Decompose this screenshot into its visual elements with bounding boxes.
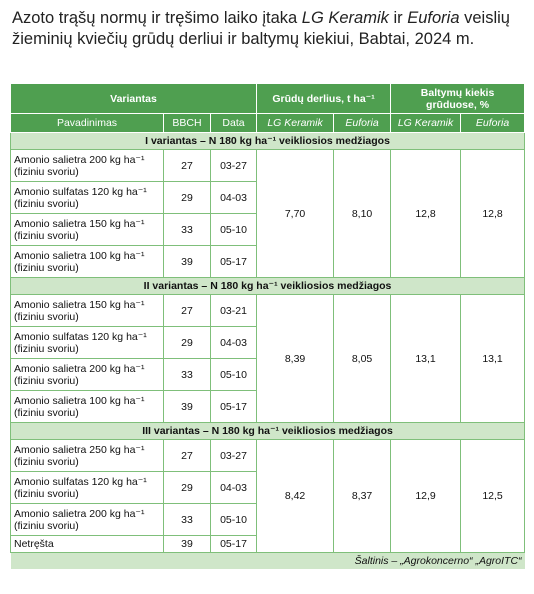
- cell-date: 05-17: [209, 245, 258, 278]
- title-part: veislių žieminių kviečių grūdų derliui i…: [12, 9, 510, 48]
- table-row: Amonio salietra 200 kg ha⁻¹ (fiziniu svo…: [10, 149, 526, 278]
- cell-value: 8,05: [333, 294, 392, 423]
- table-row: Amonio sulfatas 120 kg ha⁻¹ (fiziniu svo…: [10, 181, 525, 214]
- cell-bbch: 39: [163, 390, 211, 423]
- cell-value: 12,8: [390, 149, 462, 278]
- cell-bbch: 27: [163, 149, 211, 182]
- table-row: Amonio salietra 150 kg ha⁻¹ (fiziniu svo…: [10, 294, 526, 423]
- cell-date: 04-03: [209, 326, 258, 359]
- cell-name: Amonio sulfatas 120 kg ha⁻¹ (fiziniu svo…: [10, 471, 164, 504]
- cell-bbch: 27: [163, 439, 211, 472]
- table-row: Netręšta 39 05-17: [10, 535, 525, 553]
- header-cell: Grūdų derlius, t ha⁻¹: [256, 83, 392, 114]
- header-cell: LG Keramik: [256, 113, 335, 133]
- header-cell: Variantas: [9, 83, 258, 114]
- table-row: Amonio salietra 150 kg ha⁻¹ (fiziniu svo…: [10, 213, 525, 246]
- title-part: ir: [388, 9, 408, 27]
- header-cell: LG Keramik: [390, 113, 462, 133]
- cell-name: Amonio sulfatas 120 kg ha⁻¹ (fiziniu svo…: [10, 326, 164, 359]
- cell-value: 13,1: [460, 294, 526, 423]
- cell-name: Amonio salietra 150 kg ha⁻¹ (fiziniu svo…: [10, 213, 164, 246]
- cell-name: Amonio salietra 100 kg ha⁻¹ (fiziniu svo…: [10, 390, 164, 423]
- cell-value: 8,39: [256, 294, 335, 423]
- cell-date: 05-10: [209, 503, 258, 536]
- cell-value: 13,1: [390, 294, 462, 423]
- header-cell: Pavadinimas: [10, 113, 164, 133]
- cell-value: 8,42: [256, 439, 335, 553]
- table-row: Amonio salietra 200 kg ha⁻¹ (fiziniu svo…: [10, 358, 525, 391]
- cell-name: Amonio salietra 250 kg ha⁻¹ (fiziniu svo…: [10, 439, 164, 472]
- cell-date: 04-03: [209, 181, 258, 214]
- cell-bbch: 33: [163, 358, 211, 391]
- header-cell: Euforia: [460, 113, 526, 133]
- cell-value: 12,9: [390, 439, 462, 553]
- cell-name: Amonio salietra 200 kg ha⁻¹ (fiziniu svo…: [10, 358, 164, 391]
- header-cell: Data: [209, 113, 258, 133]
- cell-value: 12,8: [460, 149, 526, 278]
- group-row: II variantas – N 180 kg ha⁻¹ veikliosios…: [9, 277, 526, 295]
- cell-name: Amonio salietra 150 kg ha⁻¹ (fiziniu svo…: [10, 294, 164, 327]
- group-row: III variantas – N 180 kg ha⁻¹ veikliosio…: [9, 422, 526, 440]
- header-cell: Euforia: [333, 113, 392, 133]
- table-row: Amonio sulfatas 120 kg ha⁻¹ (fiziniu svo…: [10, 326, 525, 359]
- cell-value: 8,37: [333, 439, 392, 553]
- header-cell: Baltymų kiekis grūduose, %: [390, 83, 526, 114]
- table-row: Amonio salietra 100 kg ha⁻¹ (fiziniu svo…: [10, 390, 525, 423]
- header-cell: BBCH: [163, 113, 211, 133]
- group-title: III variantas – N 180 kg ha⁻¹ veikliosio…: [9, 422, 526, 440]
- cell-value: 7,70: [256, 149, 335, 278]
- cell-name: Netręšta: [10, 535, 164, 553]
- source-row: Šaltinis – „Agrokoncerno“ „AgroITC“: [10, 552, 525, 569]
- cell-name: Amonio salietra 200 kg ha⁻¹ (fiziniu svo…: [10, 149, 164, 182]
- cell-bbch: 39: [163, 535, 211, 553]
- cell-bbch: 29: [163, 326, 211, 359]
- cell-bbch: 39: [163, 245, 211, 278]
- cell-name: Amonio salietra 100 kg ha⁻¹ (fiziniu svo…: [10, 245, 164, 278]
- cell-bbch: 27: [163, 294, 211, 327]
- cell-date: 05-17: [209, 535, 258, 553]
- cell-value: 12,5: [460, 439, 526, 553]
- cell-date: 03-27: [209, 149, 258, 182]
- source: Šaltinis – „Agrokoncerno“ „AgroITC“: [10, 552, 525, 569]
- cell-date: 05-10: [209, 213, 258, 246]
- header-row: Variantas Grūdų derlius, t ha⁻¹ Baltymų ki…: [9, 83, 526, 114]
- cell-value: 8,10: [333, 149, 392, 278]
- cell-bbch: 33: [163, 213, 211, 246]
- cell-name: Amonio sulfatas 120 kg ha⁻¹ (fiziniu svo…: [10, 181, 164, 214]
- group-title: II variantas – N 180 kg ha⁻¹ veikliosios…: [9, 277, 526, 295]
- cell-date: 03-21: [209, 294, 258, 327]
- group-row: I variantas – N 180 kg ha⁻¹ veikliosios …: [9, 132, 526, 150]
- data-table: Variantas Grūdų derlius, t ha⁻¹ Baltymų ki…: [9, 83, 526, 569]
- table-row: Amonio sulfatas 120 kg ha⁻¹ (fiziniu svo…: [10, 471, 525, 504]
- cell-bbch: 29: [163, 181, 211, 214]
- table-row: Amonio salietra 250 kg ha⁻¹ (fiziniu svo…: [10, 439, 526, 553]
- cell-date: 04-03: [209, 471, 258, 504]
- cell-bbch: 29: [163, 471, 211, 504]
- cell-name: Amonio salietra 200 kg ha⁻¹ (fiziniu svo…: [10, 503, 164, 536]
- header-row: Pavadinimas BBCH Data LG Keramik Euforia LG K…: [10, 113, 526, 133]
- title-part: Azoto trąšų normų ir tręšimo laiko įtaka: [12, 9, 302, 27]
- title-part: Euforia: [407, 9, 460, 27]
- cell-date: 03-27: [209, 439, 258, 472]
- title: Azoto trąšų normų ir tręšimo laiko įtaka…: [12, 8, 512, 50]
- group-title: I variantas – N 180 kg ha⁻¹ veikliosios …: [9, 132, 526, 150]
- title-part: LG Keramik: [301, 9, 389, 27]
- cell-date: 05-17: [209, 390, 258, 423]
- cell-date: 05-10: [209, 358, 258, 391]
- cell-bbch: 33: [163, 503, 211, 536]
